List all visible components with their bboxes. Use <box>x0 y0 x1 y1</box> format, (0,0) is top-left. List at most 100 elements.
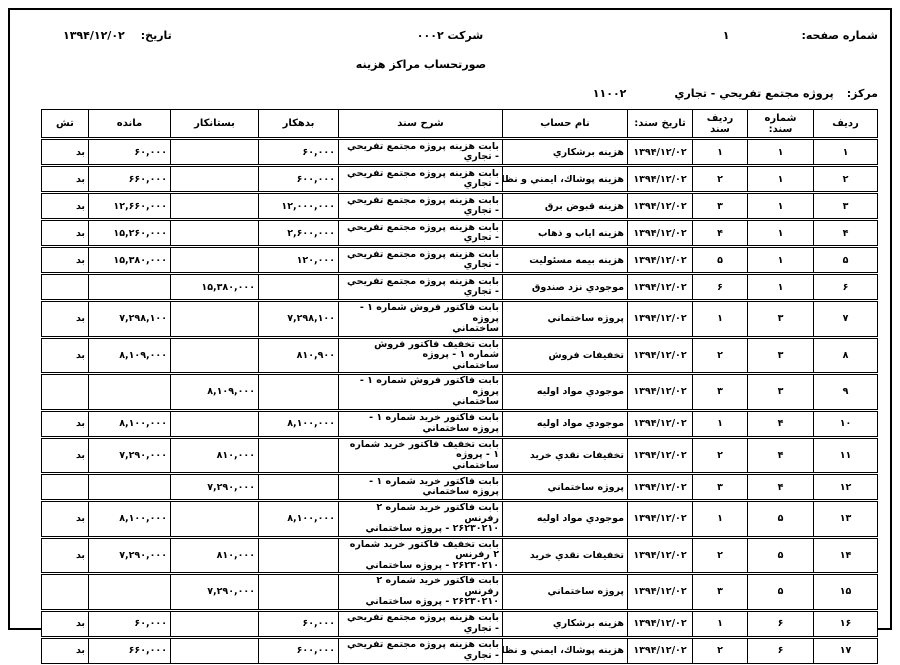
center-code: ۱۱۰۰۲ <box>592 87 627 100</box>
page-number-group: شماره صفحه: ۱ <box>723 29 878 42</box>
cell-row: ۱۲ <box>813 474 878 500</box>
cell-dc: بد <box>41 637 88 664</box>
cell-doc_date: ۱۳۹۴/۱۲/۰۲ <box>627 139 692 165</box>
cell-row: ۳ <box>813 193 878 219</box>
cell-doc_row: ۴ <box>692 220 747 246</box>
cell-dc: بد <box>41 139 88 165</box>
table-row: ۱۳ ۵ ۱ ۱۳۹۴/۱۲/۰۲ موجودي مواد اوليه بابت فاكت… <box>41 501 878 537</box>
cell-dc: بد <box>41 437 88 473</box>
cell-balance: ۷,۲۹۸,۱۰۰ <box>88 301 170 337</box>
cell-description: بابت فاكتور خريد شماره ۱ - پروژه ساختمان… <box>338 474 502 500</box>
cell-credit: ۱۵,۳۸۰,۰۰۰ <box>170 274 258 300</box>
table-row: ۷ ۳ ۱ ۱۳۹۴/۱۲/۰۲ پروژه ساختماني بابت فاكتور ف… <box>41 301 878 337</box>
cell-doc_date: ۱۳۹۴/۱۲/۰۲ <box>627 301 692 337</box>
cell-balance: ۱۲,۶۶۰,۰۰۰ <box>88 193 170 219</box>
cell-balance: ۷,۲۹۰,۰۰۰ <box>88 537 170 573</box>
cell-doc_row: ۳ <box>692 474 747 500</box>
cell-doc_row: ۳ <box>692 574 747 610</box>
cell-doc_row: ۱ <box>692 301 747 337</box>
cell-debit <box>258 574 338 610</box>
cell-account: موجودي مواد اوليه <box>502 501 627 537</box>
date-group: تاريخ: ۱۳۹۴/۱۲/۰۲ <box>63 29 172 42</box>
cell-description: بابت فاكتور فروش شماره ۱ - پروژه ساختمان… <box>338 374 502 410</box>
cell-debit <box>258 437 338 473</box>
cell-description: بابت هزينه پروژه مجتمع تفريحي - تجاري <box>338 637 502 664</box>
table-row: ۱۲ ۴ ۳ ۱۳۹۴/۱۲/۰۲ پروژه ساختماني بابت فاكتور … <box>41 474 878 500</box>
report-title: صورتحساب مراكز هزينه <box>355 58 487 71</box>
column-header-debit: بدهكار <box>258 109 338 138</box>
cell-doc_no: ۱ <box>747 193 813 219</box>
company-name: شركت ۰۰۰۲ <box>416 29 484 42</box>
cell-doc_no: ۴ <box>747 474 813 500</box>
cell-dc: بد <box>41 301 88 337</box>
cell-balance: ۸,۱۰۰,۰۰۰ <box>88 501 170 537</box>
cell-row: ۱۴ <box>813 537 878 573</box>
cell-description: بابت هزينه پروژه مجتمع تفريحي - تجاري <box>338 220 502 246</box>
cell-doc_date: ۱۳۹۴/۱۲/۰۲ <box>627 193 692 219</box>
cell-account: موجودي مواد اوليه <box>502 374 627 410</box>
cell-dc: بد <box>41 537 88 573</box>
cell-balance: ۷,۲۹۰,۰۰۰ <box>88 437 170 473</box>
cell-row: ۱۷ <box>813 637 878 664</box>
cell-debit: ۲,۶۰۰,۰۰۰ <box>258 220 338 246</box>
column-header-account: نام حساب <box>502 109 627 138</box>
cell-account: هزينه برشكاري <box>502 610 627 637</box>
cell-account: هزينه پوشاك، ايمني و نظافت <box>502 166 627 192</box>
table-row: ۱۶ ۶ ۱ ۱۳۹۴/۱۲/۰۲ هزينه برشكاري بابت هزينه پر… <box>41 610 878 637</box>
cell-doc_row: ۲ <box>692 166 747 192</box>
date-label: تاريخ: <box>140 29 172 42</box>
column-header-doc_row: رديف سند <box>692 109 747 138</box>
cell-doc_row: ۱ <box>692 410 747 437</box>
cell-doc_date: ۱۳۹۴/۱۲/۰۲ <box>627 220 692 246</box>
table-header-row: رديف شماره سند: رديف سند تاريخ سند: نام حساب… <box>41 109 878 138</box>
cell-row: ۹ <box>813 374 878 410</box>
cell-row: ۵ <box>813 247 878 273</box>
center-label: مركز: <box>846 87 878 100</box>
cell-dc: بد <box>41 610 88 637</box>
cell-dc: بد <box>41 166 88 192</box>
cell-balance: ۶۶۰,۰۰۰ <box>88 166 170 192</box>
cell-doc_date: ۱۳۹۴/۱۲/۰۲ <box>627 274 692 300</box>
cell-dc <box>41 374 88 410</box>
cell-account: هزينه اياب و ذهاب <box>502 220 627 246</box>
cell-debit: ۶۰۰,۰۰۰ <box>258 166 338 192</box>
cell-doc_no: ۱ <box>747 139 813 165</box>
column-header-doc_no: شماره سند: <box>747 109 813 138</box>
cell-doc_no: ۵ <box>747 537 813 573</box>
cell-doc_date: ۱۳۹۴/۱۲/۰۲ <box>627 247 692 273</box>
table-row: ۱۵ ۵ ۳ ۱۳۹۴/۱۲/۰۲ پروژه ساختماني بابت فاكتور … <box>41 574 878 610</box>
cell-doc_no: ۳ <box>747 374 813 410</box>
table-row: ۴ ۱ ۴ ۱۳۹۴/۱۲/۰۲ هزينه اياب و ذهاب بابت هزينه… <box>41 220 878 246</box>
cell-doc_no: ۴ <box>747 410 813 437</box>
cell-description: بابت تخفيف فاكتور فروش شماره ۱ - پروژه س… <box>338 337 502 373</box>
cell-debit: ۱۲,۰۰۰,۰۰۰ <box>258 193 338 219</box>
column-header-description: شرح سند <box>338 109 502 138</box>
cell-credit <box>170 410 258 437</box>
column-header-dc: تش <box>41 109 88 138</box>
cell-doc_row: ۲ <box>692 437 747 473</box>
cell-doc_date: ۱۳۹۴/۱۲/۰۲ <box>627 437 692 473</box>
cell-description: بابت هزينه پروژه مجتمع تفريحي - تجاري <box>338 166 502 192</box>
cell-row: ۷ <box>813 301 878 337</box>
cell-debit <box>258 474 338 500</box>
column-header-credit: بستانكار <box>170 109 258 138</box>
cell-doc_date: ۱۳۹۴/۱۲/۰۲ <box>627 474 692 500</box>
cell-account: تخفيفات فروش <box>502 337 627 373</box>
cell-account: موجودي نزد صندوق <box>502 274 627 300</box>
cell-doc_row: ۳ <box>692 374 747 410</box>
cell-dc: بد <box>41 410 88 437</box>
cost-center-table: رديف شماره سند: رديف سند تاريخ سند: نام حساب… <box>41 108 878 665</box>
cell-description: بابت تخفيف فاكتور خريد شماره ۲ رفرنس ۲۶۲… <box>338 537 502 573</box>
cell-credit <box>170 139 258 165</box>
cell-dc <box>41 274 88 300</box>
cell-doc_row: ۲ <box>692 337 747 373</box>
cell-debit: ۸,۱۰۰,۰۰۰ <box>258 501 338 537</box>
cell-balance: ۱۵,۲۶۰,۰۰۰ <box>88 220 170 246</box>
cell-row: ۲ <box>813 166 878 192</box>
cell-debit <box>258 274 338 300</box>
cell-account: پروژه ساختماني <box>502 301 627 337</box>
cell-doc_no: ۶ <box>747 637 813 664</box>
cell-doc_row: ۱ <box>692 610 747 637</box>
